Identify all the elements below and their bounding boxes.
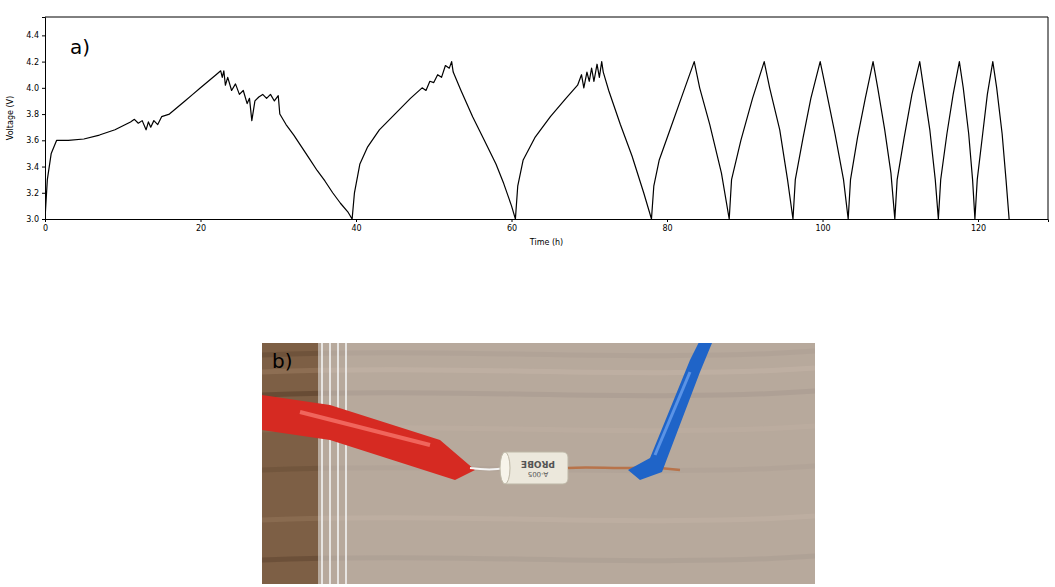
plot-area: [45, 62, 1009, 219]
tick-mark: [356, 219, 357, 222]
tick: 3.6: [26, 136, 45, 145]
tick-mark: [42, 219, 45, 220]
probe-text: PROBE: [521, 459, 555, 469]
probe-text: A-005: [528, 470, 549, 478]
tick: 40: [351, 219, 361, 233]
tick-mark: [42, 193, 45, 194]
tick-mark: [823, 219, 824, 222]
tick-label: 3.6: [26, 136, 39, 145]
canvas: 0 20 40 60 80 100 120 3.0 3.2 3.4 3.6 3.8 4.0 4.2 4.4 T…: [0, 0, 1055, 587]
tick-label: 20: [196, 224, 206, 233]
panel-label: a): [70, 35, 90, 59]
tick-label: 60: [507, 224, 517, 233]
tick-label: 40: [351, 224, 361, 233]
tick-mark: [667, 219, 668, 222]
tick-label: 100: [815, 224, 830, 233]
tick: 4.2: [26, 58, 45, 67]
tick: 3.8: [26, 110, 45, 119]
tick-label: 3.8: [26, 110, 39, 119]
tick-mark: [42, 88, 45, 89]
plastic-bag: [318, 343, 815, 584]
tick-mark: [42, 167, 45, 168]
tick-label: 4.4: [26, 31, 39, 40]
bag-zipper: [337, 343, 339, 584]
x-axis: 0 20 40 60 80 100 120: [43, 219, 1049, 233]
photo: PROBEA-005 b): [262, 340, 815, 584]
probe-end: [500, 452, 510, 484]
tick: 3.0: [26, 215, 45, 224]
y-axis-title: Voltage (V): [6, 96, 15, 140]
tick: 4.4: [26, 31, 45, 40]
tick: 80: [662, 219, 672, 233]
blue-clip: [628, 343, 712, 480]
tick-mark: [42, 140, 45, 141]
tick-label: 4.2: [26, 58, 39, 67]
tick-mark: [42, 114, 45, 115]
tick: 4.0: [26, 84, 45, 93]
tick: 20: [196, 219, 206, 233]
tick-label: 4.0: [26, 84, 39, 93]
bag-zipper: [345, 343, 347, 584]
tick-label: 3.0: [26, 215, 39, 224]
red-clip-highlight: [300, 412, 430, 445]
tick: 60: [507, 219, 517, 233]
axis-line: [46, 220, 1049, 223]
panel-label: b): [272, 349, 293, 373]
tick: 100: [815, 219, 830, 233]
tick: 0: [43, 219, 48, 233]
tick-mark: [42, 35, 45, 36]
tick: 3.4: [26, 163, 45, 172]
tick: 120: [971, 219, 986, 233]
blue-clip-highlight: [655, 372, 690, 455]
y-axis: 3.0 3.2 3.4 3.6 3.8 4.0 4.2 4.4: [26, 18, 45, 225]
tick-label: 80: [662, 224, 672, 233]
tick-label: 3.4: [26, 163, 39, 172]
tick: 3.2: [26, 189, 45, 198]
photo-content: [262, 343, 815, 584]
tick-mark: [201, 219, 202, 222]
tick-mark: [978, 219, 979, 222]
tick-label: 0: [43, 224, 48, 233]
probe-body: [502, 452, 568, 484]
red-clip: [262, 395, 475, 480]
wood-table: [262, 343, 815, 584]
plot-frame: [45, 17, 1048, 219]
axis-line: [42, 18, 46, 220]
tick-mark: [512, 219, 513, 222]
tick-label: 3.2: [26, 189, 39, 198]
voltage-line: [45, 62, 1009, 219]
tick-label: 120: [971, 224, 986, 233]
tick-mark: [42, 62, 45, 63]
x-axis-title: Time (h): [529, 238, 563, 247]
bag-zipper: [321, 343, 323, 584]
bag-zipper: [329, 343, 331, 584]
